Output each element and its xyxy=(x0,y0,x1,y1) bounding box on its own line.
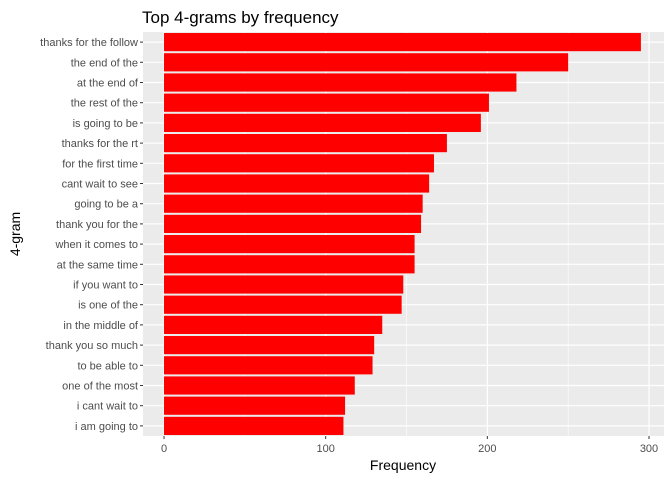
x-tick-label: 200 xyxy=(478,443,496,455)
x-axis: 0 100 200 300 xyxy=(161,436,658,455)
y-tick-label: thanks for the follow xyxy=(40,37,138,49)
y-tick-label: at the end of xyxy=(77,78,139,90)
bar xyxy=(164,113,481,132)
bar xyxy=(164,275,404,294)
bar xyxy=(164,134,447,153)
y-tick-label: one of the most xyxy=(62,381,138,393)
bar xyxy=(164,315,383,334)
y-tick-label: thank you so much xyxy=(46,340,138,352)
bar xyxy=(164,336,375,355)
y-tick-label: in the middle of xyxy=(63,320,139,332)
bar xyxy=(164,154,434,173)
bar xyxy=(164,295,402,314)
y-axis-title: 4-gram xyxy=(7,212,23,256)
y-tick-label: at the same time xyxy=(57,259,138,271)
bar xyxy=(164,174,430,193)
x-tick-label: 0 xyxy=(161,443,167,455)
y-tick-label: thank you for the xyxy=(56,219,138,231)
bar xyxy=(164,356,373,375)
bar xyxy=(164,53,569,72)
x-tick-label: 100 xyxy=(316,443,334,455)
bar xyxy=(164,194,423,213)
y-tick-label: cant wait to see xyxy=(62,179,138,191)
y-tick-label: i cant wait to xyxy=(77,401,138,413)
y-tick-label: going to be a xyxy=(74,199,138,211)
bar xyxy=(164,235,415,254)
bar xyxy=(164,73,517,92)
y-tick-label: is going to be xyxy=(73,118,138,130)
bar xyxy=(164,396,346,415)
y-tick-label: to be able to xyxy=(77,360,138,372)
bar xyxy=(164,214,422,233)
y-tick-label: when it comes to xyxy=(54,239,138,251)
bar xyxy=(164,255,415,274)
plot-panel xyxy=(143,32,664,436)
y-tick-label: for the first time xyxy=(62,158,138,170)
y-tick-label: the rest of the xyxy=(71,98,138,110)
chart-title: Top 4-grams by frequency xyxy=(142,8,339,27)
bar xyxy=(164,376,355,395)
x-axis-title: Frequency xyxy=(370,457,436,473)
x-tick-label: 300 xyxy=(640,443,658,455)
bar xyxy=(164,33,641,52)
y-tick-label: i am going to xyxy=(75,421,138,433)
bars xyxy=(164,33,641,435)
y-tick-label: if you want to xyxy=(73,280,138,292)
y-tick-label: the end of the xyxy=(71,57,138,69)
y-tick-label: thanks for the rt xyxy=(62,138,138,150)
y-axis: thanks for the follow the end of the at th… xyxy=(40,37,143,433)
bar xyxy=(164,416,344,435)
y-tick-label: is one of the xyxy=(78,300,138,312)
bar xyxy=(164,93,489,112)
